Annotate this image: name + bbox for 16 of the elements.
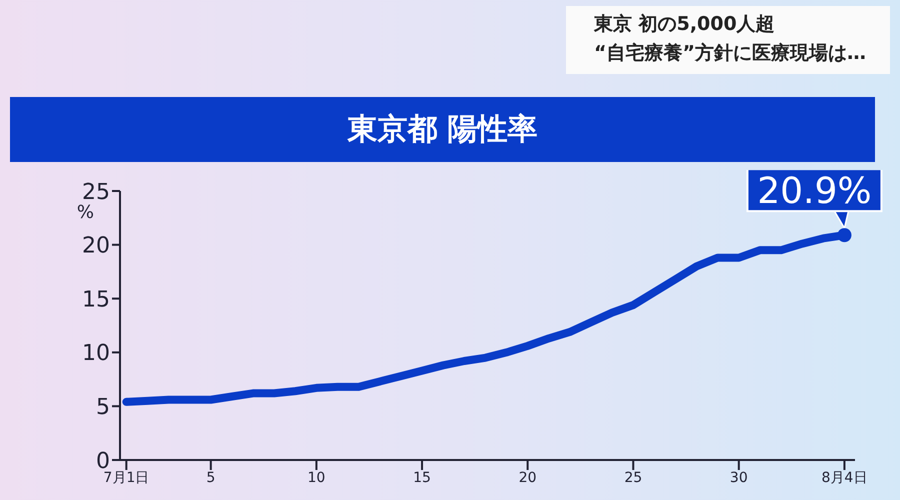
y-tick-label: 20 bbox=[82, 234, 110, 259]
x-tick-label: 7月1日 bbox=[103, 470, 150, 486]
x-tick-label: 20 bbox=[518, 470, 537, 486]
chart-title: 東京都 陽性率 bbox=[10, 97, 875, 162]
x-tick-label: 30 bbox=[730, 470, 748, 486]
text: “自宅療養”方針に医療現場は… bbox=[594, 41, 867, 66]
x-tick-label: 10 bbox=[308, 470, 326, 486]
y-tick-label: 15 bbox=[82, 287, 110, 312]
x-tick-label: 5 bbox=[206, 470, 216, 486]
y-tick-label: 5 bbox=[96, 395, 110, 420]
text: 東京 初の5,000人超 bbox=[594, 12, 776, 37]
y-tick-label: 10 bbox=[82, 341, 110, 366]
x-tick-label: 8月4日 bbox=[822, 470, 868, 486]
x-tick-label: 25 bbox=[624, 470, 642, 486]
x-tick-label: 15 bbox=[413, 470, 431, 486]
data-label: 20.9% bbox=[757, 171, 872, 212]
